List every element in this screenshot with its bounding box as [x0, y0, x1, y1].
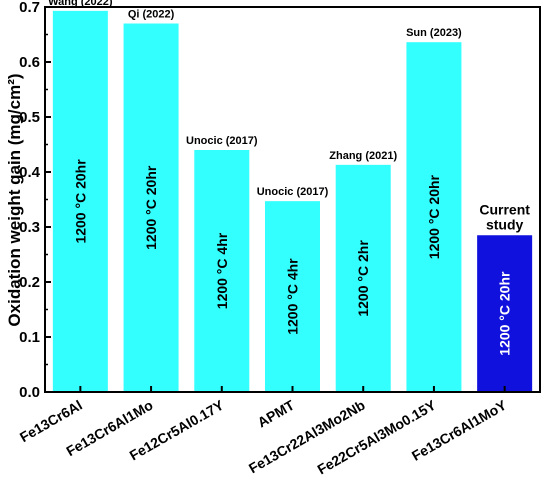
x-category-label: Fe22Cr5Al3Mo0.15Y: [315, 396, 439, 477]
bar: [194, 150, 250, 392]
bar-data-label: 1200 °C 4hr: [214, 232, 230, 309]
bar-annotation: Qi (2022): [128, 9, 175, 21]
bar-data-label: 1200 °C 20hr: [426, 174, 442, 259]
y-tick-label: 0.2: [19, 274, 40, 291]
x-category-label: APMT: [255, 397, 298, 431]
bar-data-label: 1200 °C 20hr: [497, 271, 513, 356]
y-tick-label: 0.4: [19, 164, 41, 181]
bar: [123, 23, 179, 392]
bars-layer: 1200 °C 20hr 1200 °C 20hr 1200 °C 4hr 1200 …: [52, 10, 533, 392]
bar-data-label: 1200 °C 4hr: [285, 258, 301, 335]
bar: [335, 164, 391, 392]
bar-annotation: Current: [479, 201, 530, 217]
bar-data-label: 1200 °C 20hr: [72, 159, 88, 244]
y-tick-label: 0.3: [19, 219, 40, 236]
bar: [52, 10, 108, 392]
y-tick-label: 0.7: [19, 0, 40, 16]
bar: [406, 42, 462, 392]
y-tick-label: 0.0: [19, 384, 40, 401]
bar-annotation: Unocic (2017): [257, 186, 329, 198]
bar: [265, 201, 320, 392]
bar-annotation: Zhang (2021): [329, 150, 397, 162]
y-tick-label: 0.6: [19, 54, 40, 71]
bar-annotation: study: [486, 216, 524, 232]
bar-data-label: 1200 °C 20hr: [143, 165, 159, 250]
bar-data-label: 1200 °C 2hr: [355, 240, 371, 317]
y-tick-label: 0.5: [19, 109, 40, 126]
bar-annotation: Sun (2023): [406, 27, 462, 39]
y-tick-label: 0.1: [19, 329, 40, 346]
x-category-label: Fe13Cr22Al3Mo2Nb: [246, 397, 368, 477]
bar-annotation: Unocic (2017): [186, 135, 258, 147]
bar: [477, 235, 533, 392]
bar-annotation: Wang (2022): [48, 0, 113, 8]
y-axis-label: Oxidation weight gain (mg/cm²): [5, 73, 24, 326]
